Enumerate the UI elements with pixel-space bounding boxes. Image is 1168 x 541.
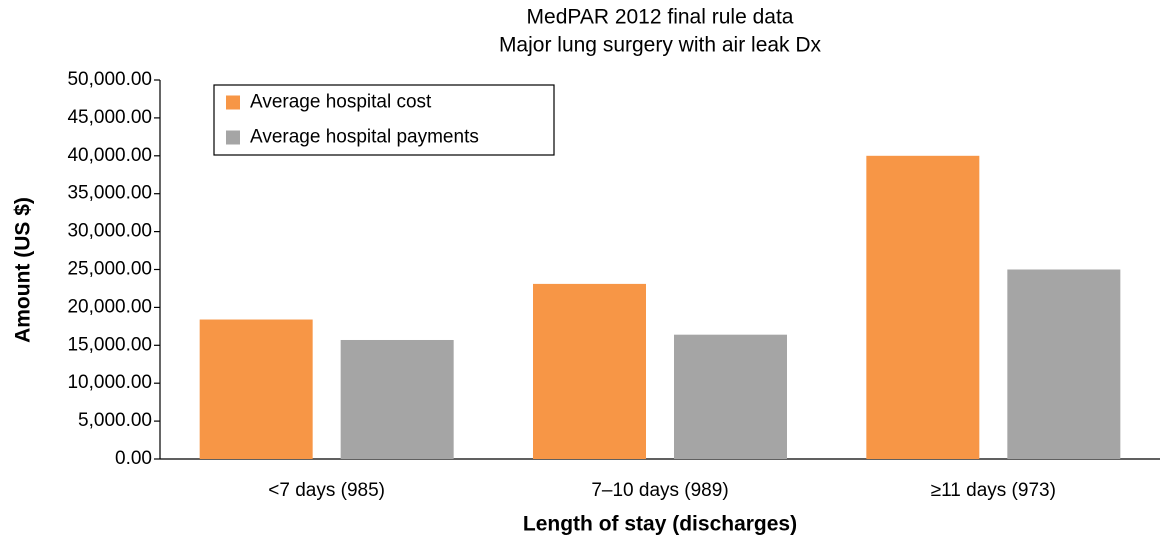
chart-subtitle: Major lung surgery with air leak Dx bbox=[499, 34, 822, 57]
bar bbox=[1007, 269, 1121, 459]
legend-swatch bbox=[226, 130, 240, 145]
legend-swatch bbox=[226, 95, 240, 110]
y-tick-label: 0.00 bbox=[115, 448, 152, 469]
y-tick-label: 40,000.00 bbox=[67, 145, 152, 166]
bar bbox=[866, 155, 980, 460]
chart-title: MedPAR 2012 final rule data bbox=[527, 6, 794, 29]
y-tick-label: 30,000.00 bbox=[67, 221, 152, 242]
y-tick-label: 45,000.00 bbox=[67, 107, 152, 128]
y-tick-label: 5,000.00 bbox=[78, 410, 152, 431]
x-tick-label: <7 days (985) bbox=[268, 480, 385, 501]
legend-box bbox=[213, 84, 555, 156]
y-tick-label: 25,000.00 bbox=[67, 259, 152, 280]
y-axis-label: Amount (US $) bbox=[12, 197, 35, 343]
x-axis-label: Length of stay (discharges) bbox=[523, 513, 797, 536]
x-tick-label: ≥11 days (973) bbox=[931, 480, 1056, 501]
y-tick-label: 10,000.00 bbox=[67, 372, 152, 393]
bar bbox=[340, 339, 454, 459]
legend-label: Average hospital payments bbox=[250, 127, 479, 148]
bar bbox=[199, 319, 313, 459]
y-tick-label: 15,000.00 bbox=[67, 334, 152, 355]
bar bbox=[533, 283, 646, 459]
y-tick-label: 20,000.00 bbox=[67, 296, 152, 317]
y-tick-label: 35,000.00 bbox=[67, 183, 152, 204]
y-tick-label: 50,000.00 bbox=[67, 69, 152, 90]
x-tick-label: 7–10 days (989) bbox=[591, 480, 728, 501]
legend-label: Average hospital cost bbox=[250, 92, 432, 113]
bar bbox=[674, 334, 787, 459]
